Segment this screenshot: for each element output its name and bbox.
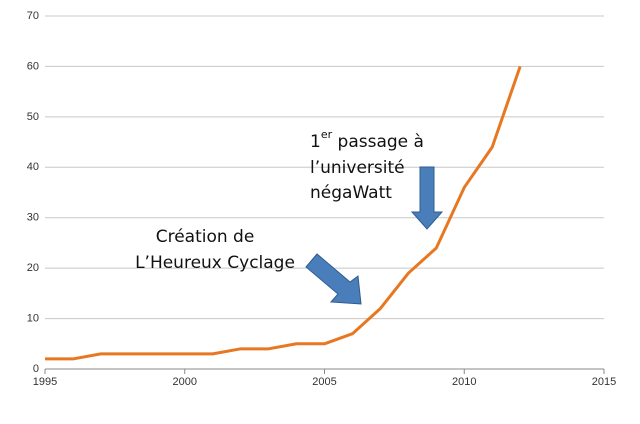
y-tick-label: 20: [27, 262, 39, 274]
y-tick-label: 0: [33, 363, 39, 375]
annotation: L’Heureux Cyclage: [135, 253, 295, 273]
y-tick-label: 60: [27, 60, 39, 72]
y-tick-label: 40: [27, 161, 39, 173]
annotation-suffix: er: [321, 128, 333, 141]
annotation-number: 1: [310, 132, 321, 152]
y-tick-label: 70: [27, 10, 39, 22]
annotation: l’université: [310, 158, 405, 178]
annotation-text: passage à: [332, 132, 424, 152]
x-tick-label: 1995: [33, 376, 57, 388]
y-tick-label: 10: [27, 312, 39, 324]
y-tick-label: 50: [27, 111, 39, 123]
x-tick-label: 2010: [452, 376, 476, 388]
data-line: [45, 65, 522, 361]
y-tick-label: 30: [27, 212, 39, 224]
arrow: [305, 253, 362, 305]
annotation: Création de: [156, 227, 255, 247]
annotation: 1er passage à: [310, 128, 424, 152]
annotation: négaWatt: [310, 183, 392, 203]
x-tick-label: 2005: [312, 376, 336, 388]
x-tick-label: 2000: [173, 376, 197, 388]
x-tick-label: 2015: [592, 376, 616, 388]
arrow: [410, 166, 444, 230]
